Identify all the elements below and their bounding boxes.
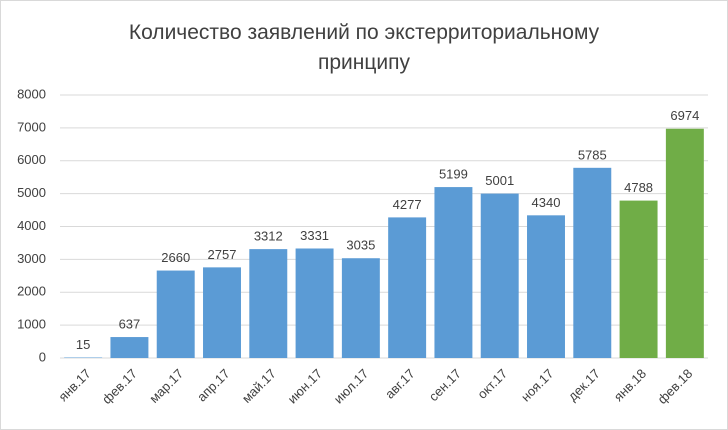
value-label: 2660 (161, 250, 190, 265)
value-label: 637 (119, 316, 141, 331)
value-label: 5199 (439, 167, 468, 182)
bar (665, 128, 704, 358)
bar (388, 217, 427, 358)
value-label: 6974 (670, 108, 699, 123)
value-label: 3312 (254, 229, 283, 244)
bar (619, 200, 658, 358)
value-label: 4788 (624, 180, 653, 195)
value-label: 4277 (393, 197, 422, 212)
y-tick-label: 0 (39, 349, 46, 364)
chart-title: Количество заявлений по экстерриториальн… (128, 21, 600, 74)
y-tick-label: 4000 (17, 218, 46, 233)
bar (480, 193, 519, 358)
bar (573, 167, 612, 358)
value-label: 2757 (208, 247, 237, 262)
bar (434, 187, 473, 358)
bar (249, 249, 288, 358)
value-label: 4340 (532, 195, 561, 210)
value-label: 3035 (346, 238, 375, 253)
y-tick-label: 1000 (17, 317, 46, 332)
value-label: 5785 (578, 147, 607, 162)
bar (527, 215, 565, 358)
y-tick-label: 5000 (17, 185, 46, 200)
y-tick-label: 2000 (17, 284, 46, 299)
value-label: 5001 (485, 173, 514, 188)
bar (295, 248, 334, 358)
y-tick-label: 6000 (17, 152, 46, 167)
bar (203, 267, 241, 358)
y-tick-label: 7000 (17, 119, 46, 134)
bar (156, 270, 195, 358)
y-tick-label: 8000 (17, 86, 46, 101)
bar (341, 258, 380, 358)
bar (110, 337, 149, 358)
y-tick-label: 3000 (17, 251, 46, 266)
value-label: 15 (76, 337, 90, 352)
value-label: 3331 (300, 228, 329, 243)
